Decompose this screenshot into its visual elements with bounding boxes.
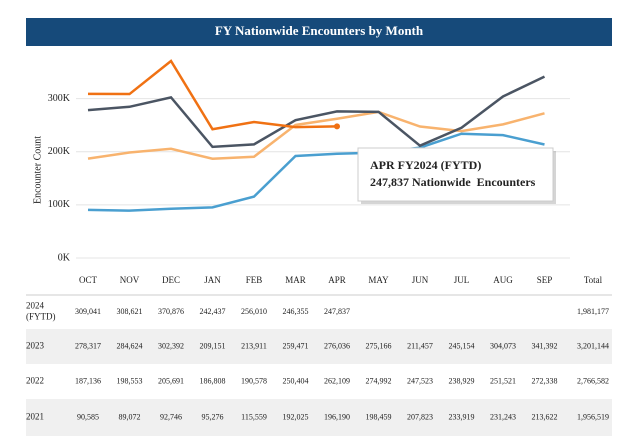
- table-cell: 207,823: [407, 412, 433, 421]
- series-line: [87, 59, 338, 131]
- table-cell: 198,459: [366, 412, 392, 421]
- table-cell: 92,746: [160, 412, 182, 421]
- table-cell: 213,622: [532, 412, 558, 421]
- table-cell: 231,243: [490, 412, 516, 421]
- table-row-bg: [26, 399, 612, 436]
- table-cell: 284,624: [117, 341, 143, 350]
- table-cell: 190,578: [241, 376, 267, 385]
- table-cell: 186,808: [200, 376, 226, 385]
- chart-title: FY Nationwide Encounters by Month: [215, 23, 424, 38]
- table-cell: 245,154: [449, 341, 475, 350]
- table-cell: 272,338: [532, 376, 558, 385]
- table-cell: 276,036: [324, 341, 350, 350]
- tooltip-text: 247,837 Nationwide Encounters: [370, 175, 536, 189]
- table-cell: 205,691: [158, 376, 184, 385]
- table-cell: 198,553: [117, 376, 143, 385]
- table-cell: 274,992: [366, 376, 392, 385]
- x-tick-label: AUG: [493, 275, 513, 285]
- table-cell: 89,072: [119, 412, 141, 421]
- table-cell: 259,471: [283, 341, 309, 350]
- y-tick-label: 200K: [48, 146, 71, 157]
- tooltip-box: [357, 147, 554, 202]
- table-cell: 250,404: [283, 376, 309, 385]
- table-cell: 192,025: [283, 412, 309, 421]
- table-cell: 308,621: [117, 307, 143, 316]
- y-tick-label: 0K: [58, 252, 71, 263]
- x-tick-label: APR: [328, 275, 346, 285]
- table-cell: 256,010: [241, 307, 267, 316]
- table-cell: 302,392: [158, 341, 184, 350]
- x-tick-label: SEP: [537, 275, 553, 285]
- table-total: 1,956,519: [577, 412, 609, 421]
- tooltip: APR FY2024 (FYTD) 247,837 Nationwide Enc…: [357, 147, 556, 204]
- x-tick-label: MAY: [368, 275, 389, 285]
- x-tick-label: MAR: [285, 275, 306, 285]
- x-tick-label: DEC: [162, 275, 180, 285]
- series-line: [87, 110, 545, 161]
- table-cell: 309,041: [75, 307, 101, 316]
- x-tick-label: OCT: [79, 275, 98, 285]
- series-line: [87, 132, 545, 212]
- table-total: 1,981,177: [577, 307, 609, 316]
- table-cell: 278,317: [75, 341, 101, 350]
- table-cell: 262,109: [324, 376, 350, 385]
- table-cell: 341,392: [532, 341, 558, 350]
- x-tick-label: FEB: [246, 275, 263, 285]
- table-cell: 213,911: [241, 341, 267, 350]
- table-cell: 196,190: [324, 412, 350, 421]
- table-cell: 251,521: [490, 376, 516, 385]
- table-cell: 247,523: [407, 376, 433, 385]
- table-total: 2,766,582: [577, 376, 609, 385]
- y-tick-label: 300K: [48, 93, 71, 104]
- table-cell: 95,276: [202, 412, 224, 421]
- table-cell: 275,166: [366, 341, 392, 350]
- x-tick-label: NOV: [120, 275, 140, 285]
- row-label: 2021: [26, 412, 44, 422]
- x-tick-label: JUN: [412, 275, 429, 285]
- tooltip-title: APR FY2024 (FYTD): [370, 158, 481, 172]
- row-label: 2022: [26, 376, 44, 386]
- table-cell: 90,585: [77, 412, 99, 421]
- table-cell: 115,559: [241, 412, 267, 421]
- x-tick-label: JAN: [204, 275, 221, 285]
- table-cell: 246,355: [283, 307, 309, 316]
- row-label: 2023: [26, 341, 45, 351]
- table-cell: 233,919: [449, 412, 475, 421]
- table-cell: 209,151: [200, 341, 226, 350]
- x-tick-label: JUL: [454, 275, 470, 285]
- title-bar: [26, 18, 612, 46]
- total-header: Total: [584, 275, 603, 285]
- table-cell: 238,929: [449, 376, 475, 385]
- y-tick-label: 100K: [48, 199, 71, 210]
- row-label: 2024 (FYTD): [26, 301, 56, 322]
- table-cell: 304,073: [490, 341, 516, 350]
- table-cell: 211,457: [407, 341, 433, 350]
- series-end-dot: [334, 123, 340, 130]
- table-cell: 242,437: [200, 307, 226, 316]
- y-axis-label: Encounter Count: [32, 136, 43, 204]
- table-cell: 247,837: [324, 307, 350, 316]
- table-total: 3,201,144: [577, 341, 609, 350]
- table-row-bg: [26, 329, 612, 364]
- table-cell: 370,876: [158, 307, 184, 316]
- table-cell: 187,136: [75, 376, 101, 385]
- series-line: [87, 75, 546, 149]
